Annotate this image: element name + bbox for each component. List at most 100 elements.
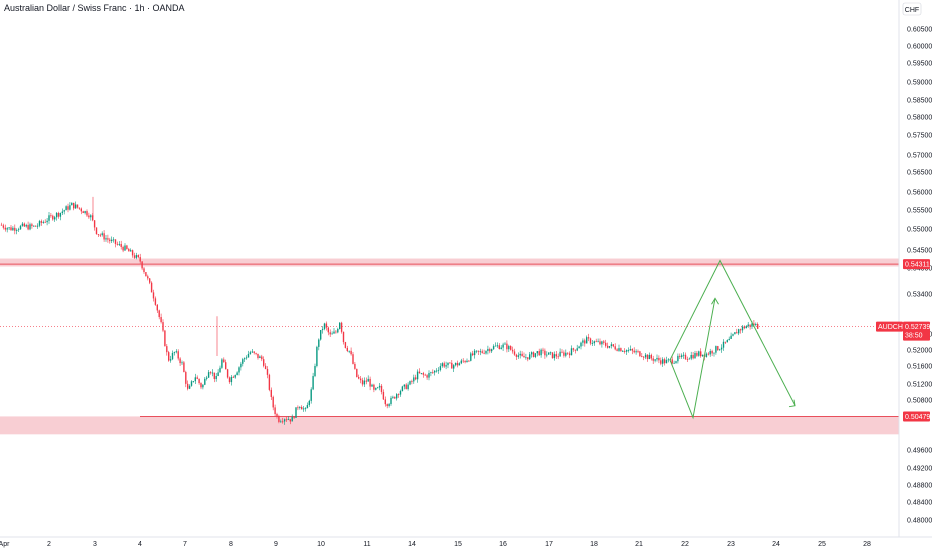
candle-body [133, 255, 136, 258]
candle-body [726, 340, 728, 343]
candle-body [738, 329, 740, 334]
candle-body [722, 341, 725, 348]
candle-body [215, 376, 217, 380]
candle-body [403, 384, 405, 387]
candle-body [27, 224, 29, 230]
candle-body [494, 345, 497, 347]
candle-body [618, 348, 620, 351]
candle-body [147, 276, 149, 279]
candle-body [69, 205, 71, 210]
candle-body [348, 350, 350, 352]
candle-body [730, 335, 732, 339]
candle-body [576, 348, 578, 351]
candle-body [443, 363, 445, 367]
candle-body [568, 353, 571, 356]
candle-body [154, 298, 157, 305]
candle-body [145, 272, 147, 277]
candle-body [55, 212, 58, 218]
candle-body [449, 362, 451, 364]
candle-body [563, 352, 565, 356]
candle-body [637, 351, 639, 353]
candle-body [606, 345, 609, 348]
candle-body [396, 394, 398, 399]
candle-body [646, 354, 649, 360]
candle-body [302, 408, 305, 410]
candle-body [629, 349, 632, 351]
candle-body [12, 227, 14, 231]
candle-body [105, 238, 107, 240]
candle-body [164, 330, 166, 347]
candle-body [610, 344, 613, 347]
symbol-tag: AUDCHF [878, 324, 907, 331]
price-tick-label: 0.59000 [907, 80, 932, 87]
candle-body [50, 215, 52, 217]
candle-body [318, 339, 320, 347]
candle-body [462, 360, 464, 362]
candle-body [99, 234, 101, 236]
time-tick-label: 9 [274, 541, 278, 548]
candle-body [21, 223, 24, 226]
candle-body [225, 362, 227, 370]
candle-body [272, 396, 274, 408]
candle-body [150, 282, 153, 293]
support-price-tag-bg [903, 411, 930, 422]
candle-body [700, 351, 702, 357]
candle-body [416, 371, 419, 380]
price-tick-label: 0.53400 [907, 292, 932, 299]
candle-body [525, 357, 527, 359]
candle-body [356, 368, 358, 378]
candle-body [694, 353, 696, 359]
candle-body [487, 348, 489, 351]
candle-body [684, 354, 687, 360]
candle-body [139, 257, 141, 262]
candle-body [61, 211, 63, 213]
candle-body [589, 338, 592, 344]
candle-body [530, 352, 533, 355]
price-tick-label: 0.48400 [907, 500, 932, 507]
candle-body [532, 352, 535, 357]
candle-body [38, 221, 41, 226]
candle-body [112, 239, 115, 241]
currency-label: CHF [905, 7, 919, 14]
support-zone [0, 416, 899, 435]
candle-body [306, 405, 309, 409]
candle-body [333, 331, 335, 334]
price-tick-label: 0.57500 [907, 133, 932, 140]
candle-body [587, 337, 590, 339]
time-tick-label: 18 [590, 541, 598, 548]
candle-body [536, 351, 538, 354]
candle-body [82, 211, 84, 214]
candle-body [274, 407, 276, 415]
candle-body [88, 215, 90, 218]
candle-body [234, 375, 236, 378]
candle-body [185, 372, 187, 384]
zigzag-drawing[interactable] [669, 298, 716, 420]
candle-body [502, 344, 504, 348]
candle-body [52, 215, 54, 220]
candle-body [409, 381, 411, 385]
candle-body [293, 416, 295, 418]
projection-drawing[interactable] [669, 259, 796, 406]
candle-body [358, 377, 360, 379]
candle-body [97, 234, 100, 235]
candle-body [437, 369, 440, 371]
price-tick-label: 0.51600 [907, 364, 932, 371]
candle-body [394, 396, 396, 399]
candle-body [76, 204, 79, 208]
candle-body [641, 356, 643, 357]
candle-body [654, 359, 656, 361]
time-axis: Apr 2 3 4 7 8 9 10 11 14 15 16 17 18 21 22 23 24 25 28 [0, 536, 932, 548]
candle-body [698, 351, 700, 356]
candle-body [160, 317, 162, 323]
candle-body [261, 356, 263, 360]
time-tick-label: 3 [93, 541, 97, 548]
candle-body [168, 352, 170, 361]
candle-body [378, 385, 381, 388]
currency-button[interactable] [902, 2, 922, 16]
candle-body [67, 206, 69, 210]
price-tick-label: 0.48000 [907, 518, 932, 525]
price-tick-label: 0.58500 [907, 98, 932, 105]
price-tick-label: 0.56500 [907, 170, 932, 177]
